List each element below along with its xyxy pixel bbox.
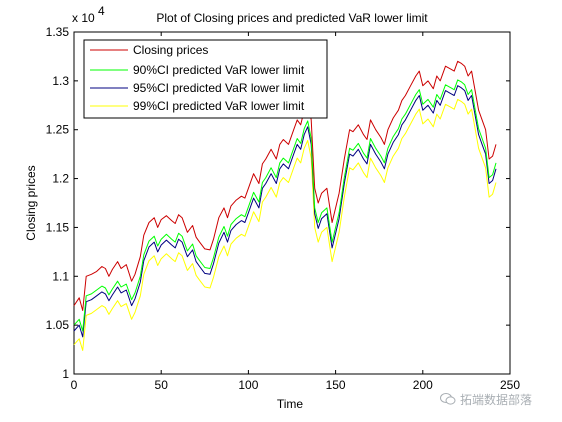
series-line-3: [73, 98, 497, 351]
y-axis-label: Closing prices: [24, 165, 38, 240]
legend-label-90ci: 90%CI predicted VaR lower limit: [133, 63, 305, 77]
watermark-text: 拓端数据部落: [460, 392, 533, 407]
y-tick-label: 1.25: [46, 123, 70, 137]
x-tick-label: 250: [500, 378, 520, 392]
y-tick-label: 1.15: [46, 220, 70, 234]
x-tick-label: 50: [155, 378, 169, 392]
y-tick-label: 1.05: [46, 318, 70, 332]
y-tick-label: 1.35: [46, 25, 70, 39]
y-tick-label: 1: [62, 367, 69, 381]
wechat-icon: [440, 393, 456, 405]
x-tick-label: 0: [71, 378, 78, 392]
series-line-2: [73, 85, 497, 338]
x-axis-label: Time: [277, 397, 304, 411]
x-tick-label: 100: [238, 378, 258, 392]
legend-label-95ci: 95%CI predicted VaR lower limit: [133, 81, 305, 95]
axes-ticks: 0 50 100 150 200 250 1 1.05 1.1 1.15 1.2 1.25 1.3 1.3…: [46, 25, 521, 392]
legend-box: [83, 39, 328, 119]
y-tick-label: 1.1: [52, 269, 69, 283]
chart-title: Plot of Closing prices and predicted VaR…: [156, 11, 428, 25]
series-line-1: [73, 79, 497, 332]
y-tick-label: 1.2: [52, 172, 69, 186]
legend-label-99ci: 99%CI predicted VaR lower limit: [133, 99, 305, 113]
series-layer: [73, 60, 497, 351]
watermark: 拓端数据部落: [440, 388, 558, 410]
y-exponent-power: 4: [98, 4, 105, 18]
y-exponent-label: x 10: [72, 11, 95, 25]
series-line-0: [73, 60, 497, 311]
y-tick-label: 1.3: [52, 74, 69, 88]
legend-label-closing: Closing prices: [133, 43, 208, 57]
legend: Closing prices 90%CI predicted VaR lower…: [83, 39, 328, 119]
x-tick-label: 200: [413, 378, 433, 392]
x-tick-label: 150: [326, 378, 346, 392]
